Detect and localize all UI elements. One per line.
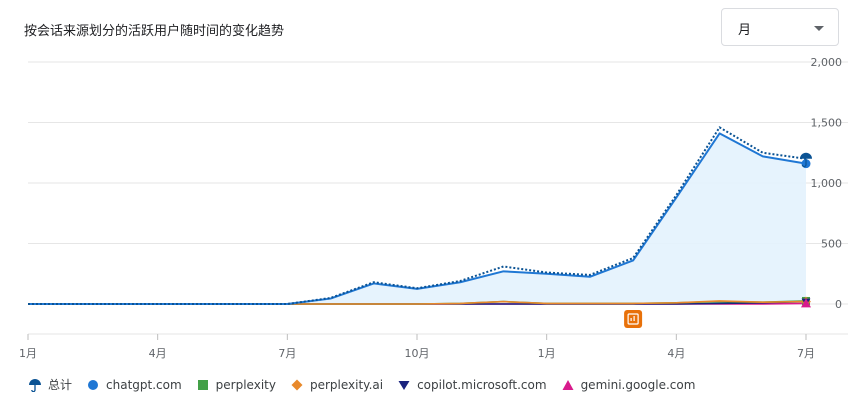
y-tick-label: 2,000 — [811, 56, 843, 69]
y-tick-label: 1,500 — [811, 117, 843, 130]
y-tick-label: 500 — [821, 238, 842, 251]
legend-item-perplexity_ai[interactable]: perplexity.ai — [290, 378, 383, 392]
legend-label: perplexity.ai — [309, 377, 384, 392]
period-select-value: 月 — [738, 23, 752, 38]
x-tick-label: 7月 — [797, 347, 815, 360]
diamond-icon — [290, 378, 304, 392]
legend-label: gemini.google.com — [580, 377, 696, 392]
annotation-icon-frame — [627, 313, 639, 325]
legend-item-gemini[interactable]: gemini.google.com — [561, 377, 696, 392]
legend-item-chatgpt[interactable]: chatgpt.com — [86, 378, 182, 392]
legend-item-total[interactable]: 总计 — [28, 376, 72, 393]
chart-title: 按会话来源划分的活跃用户随时间的变化趋势 — [24, 24, 285, 39]
x-tick-label: 10月 — [405, 347, 430, 360]
square-icon — [196, 378, 210, 392]
chevron-down-icon — [814, 26, 824, 31]
legend-item-perplexity[interactable]: perplexity — [196, 378, 276, 392]
total-series-line — [28, 126, 807, 305]
legend-label: 总计 — [48, 378, 73, 392]
annotation-icon[interactable] — [624, 310, 643, 328]
period-select[interactable]: 月 — [721, 8, 839, 46]
umbrella-icon — [28, 378, 42, 392]
legend-label: chatgpt.com — [106, 377, 182, 392]
triangle-down-icon — [397, 378, 411, 392]
legend-item-copilot[interactable]: copilot.microsoft.com — [397, 377, 547, 392]
x-tick-label: 4月 — [149, 347, 167, 360]
x-tick-label: 1月 — [538, 347, 556, 360]
x-tick-label: 7月 — [278, 347, 296, 360]
chart-legend: 总计 chatgpt.com perplexity perplexity.ai copi… — [28, 376, 709, 393]
triangle-up-icon — [561, 378, 575, 392]
total-end-marker — [800, 152, 812, 159]
x-tick-label: 1月 — [19, 347, 37, 360]
legend-label: perplexity — [215, 377, 276, 392]
legend-label: copilot.microsoft.com — [417, 377, 547, 392]
chatgpt-area — [28, 133, 806, 304]
total-end-marker-handle — [801, 158, 807, 168]
trend-chart: 0 500 1,000 1,500 2,000 1月 4月 7月 10月 1月 4月 7月 — [19, 56, 848, 360]
y-tick-label: 0 — [835, 298, 842, 311]
annotation-icon-bg — [624, 310, 643, 328]
gemini-end-marker — [801, 298, 811, 308]
x-tick-label: 4月 — [667, 347, 685, 360]
circle-icon — [86, 378, 100, 392]
y-tick-label: 1,000 — [811, 177, 843, 190]
